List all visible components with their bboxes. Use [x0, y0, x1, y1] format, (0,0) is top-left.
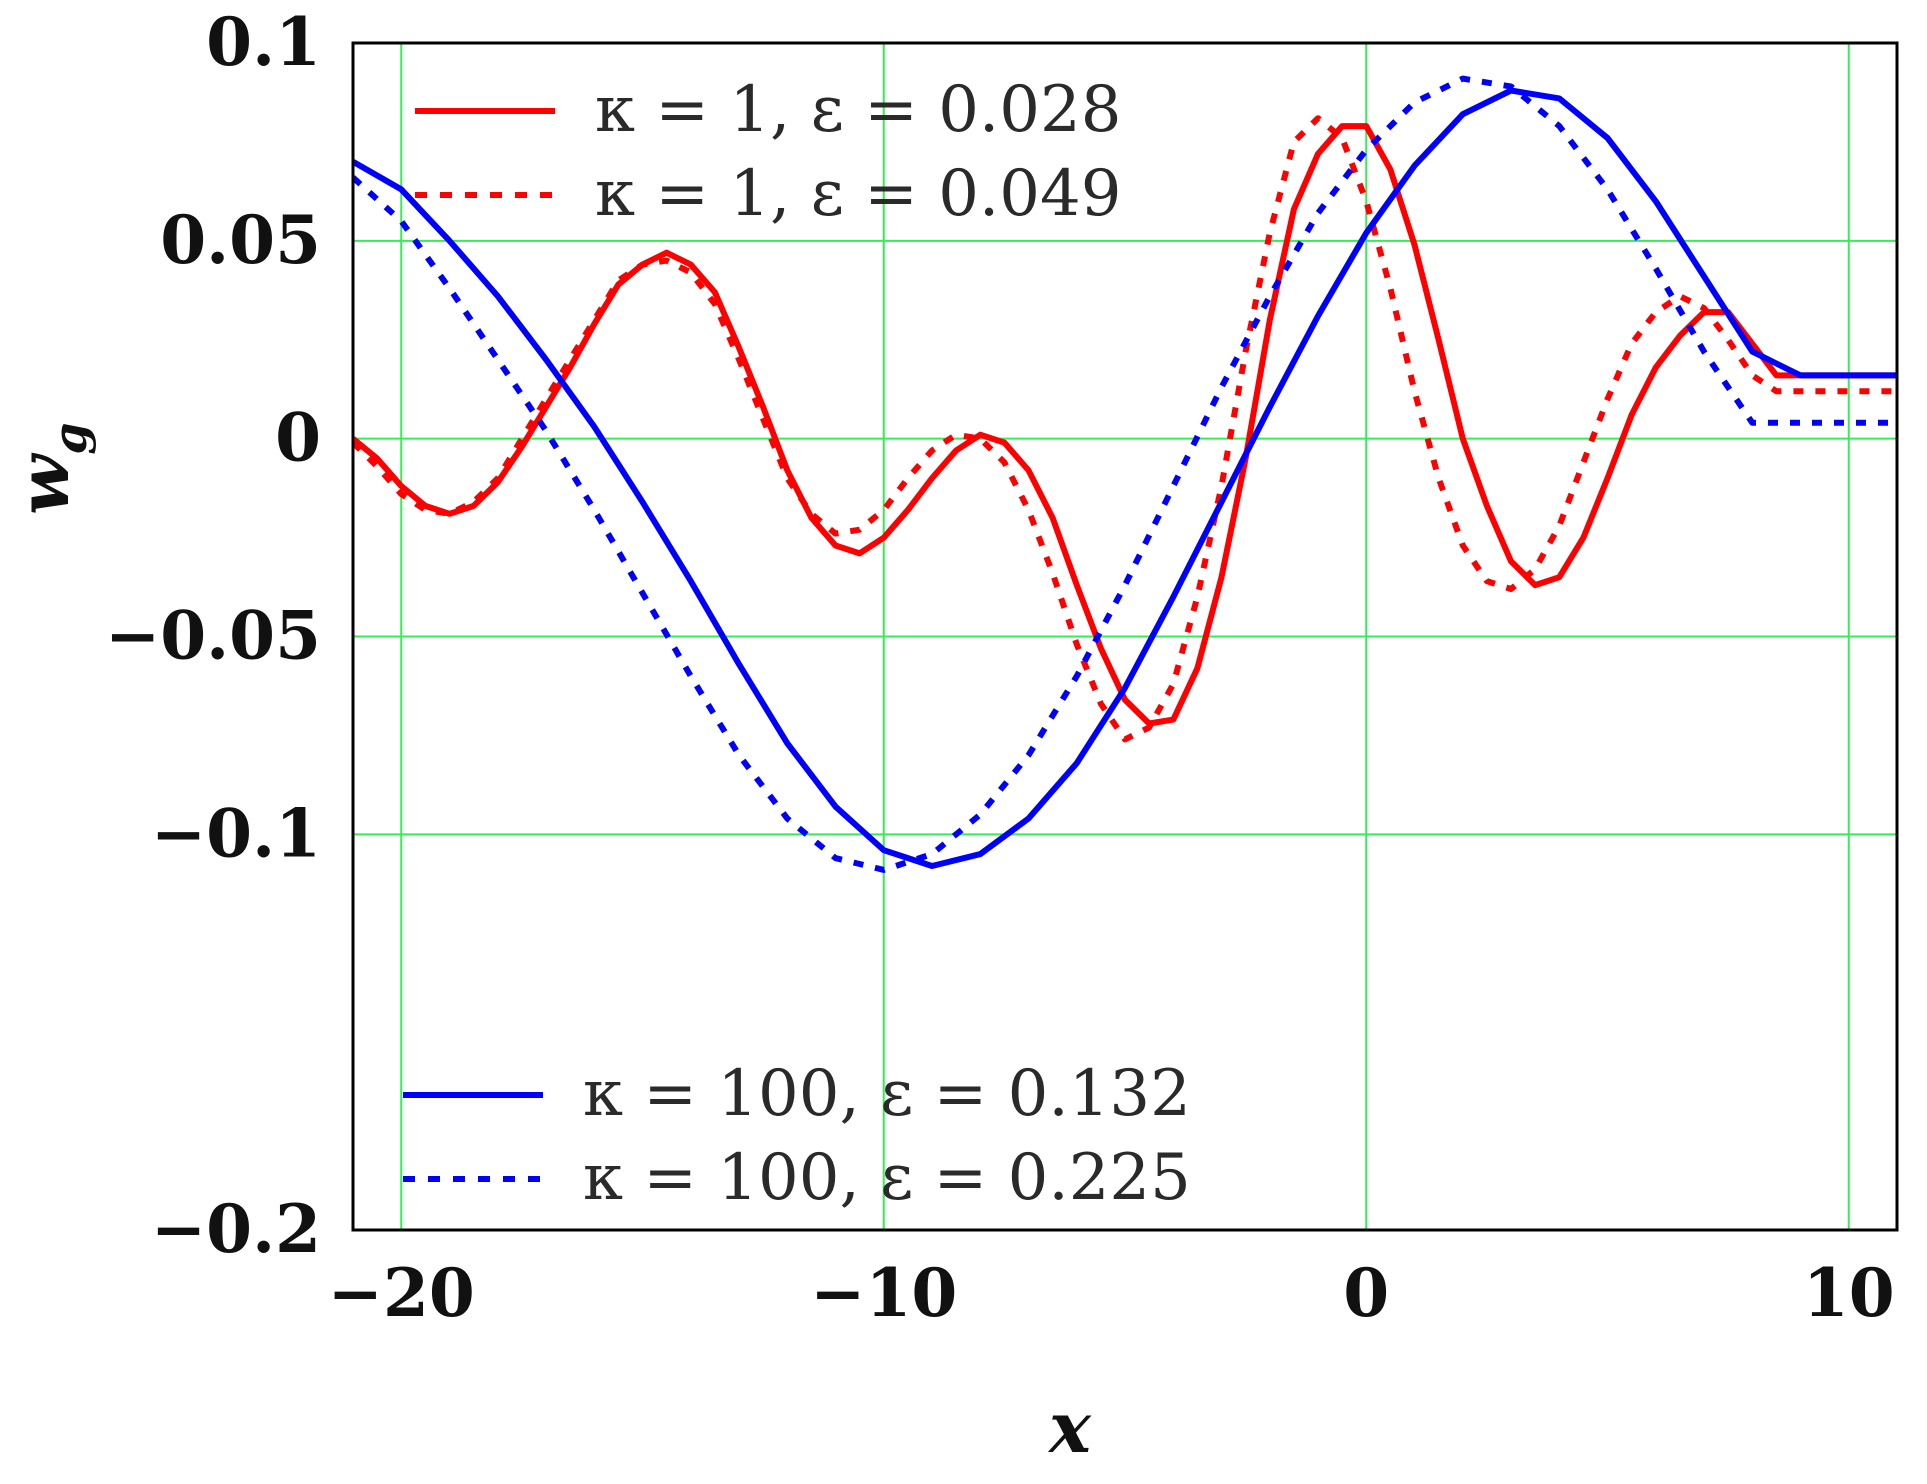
series-line-2: [353, 115, 1897, 743]
legend-top: κ = 1, ε = 0.028 κ = 1, ε = 0.049: [415, 73, 1121, 231]
legend-layer: κ = 1, ε = 0.028 κ = 1, ε = 0.049 κ = 100,…: [403, 73, 1191, 1215]
grid-layer: [353, 43, 1897, 1230]
y-tick-label: −0.2: [151, 1190, 321, 1268]
legend-label: κ = 100, ε = 0.225: [583, 1141, 1191, 1215]
y-axis-title: wg: [2, 422, 97, 514]
y-tick-label: 0.05: [160, 201, 321, 279]
legend-label: κ = 100, ε = 0.132: [583, 1057, 1191, 1131]
series-layer: [353, 75, 1897, 873]
y-axis-title-main: w: [2, 452, 85, 515]
y-tick-label: 0.1: [206, 3, 321, 81]
x-tick-label: −10: [810, 1254, 957, 1332]
x-axis-title: x: [1047, 1386, 1092, 1469]
legend-bottom: κ = 100, ε = 0.132 κ = 100, ε = 0.225: [403, 1057, 1191, 1215]
plot-frame: [351, 41, 1899, 1232]
x-tick-label: 10: [1803, 1254, 1895, 1332]
x-tick-label: 0: [1343, 1254, 1389, 1332]
series-line-3: [353, 87, 1897, 869]
y-axis-title-subscript: g: [43, 422, 97, 454]
legend-label: κ = 1, ε = 0.049: [595, 157, 1121, 231]
y-tick-label: −0.05: [105, 597, 321, 675]
series-line-4: [353, 75, 1897, 873]
ticks-layer: −20 −10 0 10 0.1 0.05 0 −0.05 −0.1 −0.2: [105, 3, 1895, 1332]
x-tick-label: −20: [328, 1254, 475, 1332]
y-tick-label: −0.1: [151, 794, 321, 872]
y-tick-label: 0: [275, 399, 321, 477]
legend-label: κ = 1, ε = 0.028: [595, 73, 1121, 147]
